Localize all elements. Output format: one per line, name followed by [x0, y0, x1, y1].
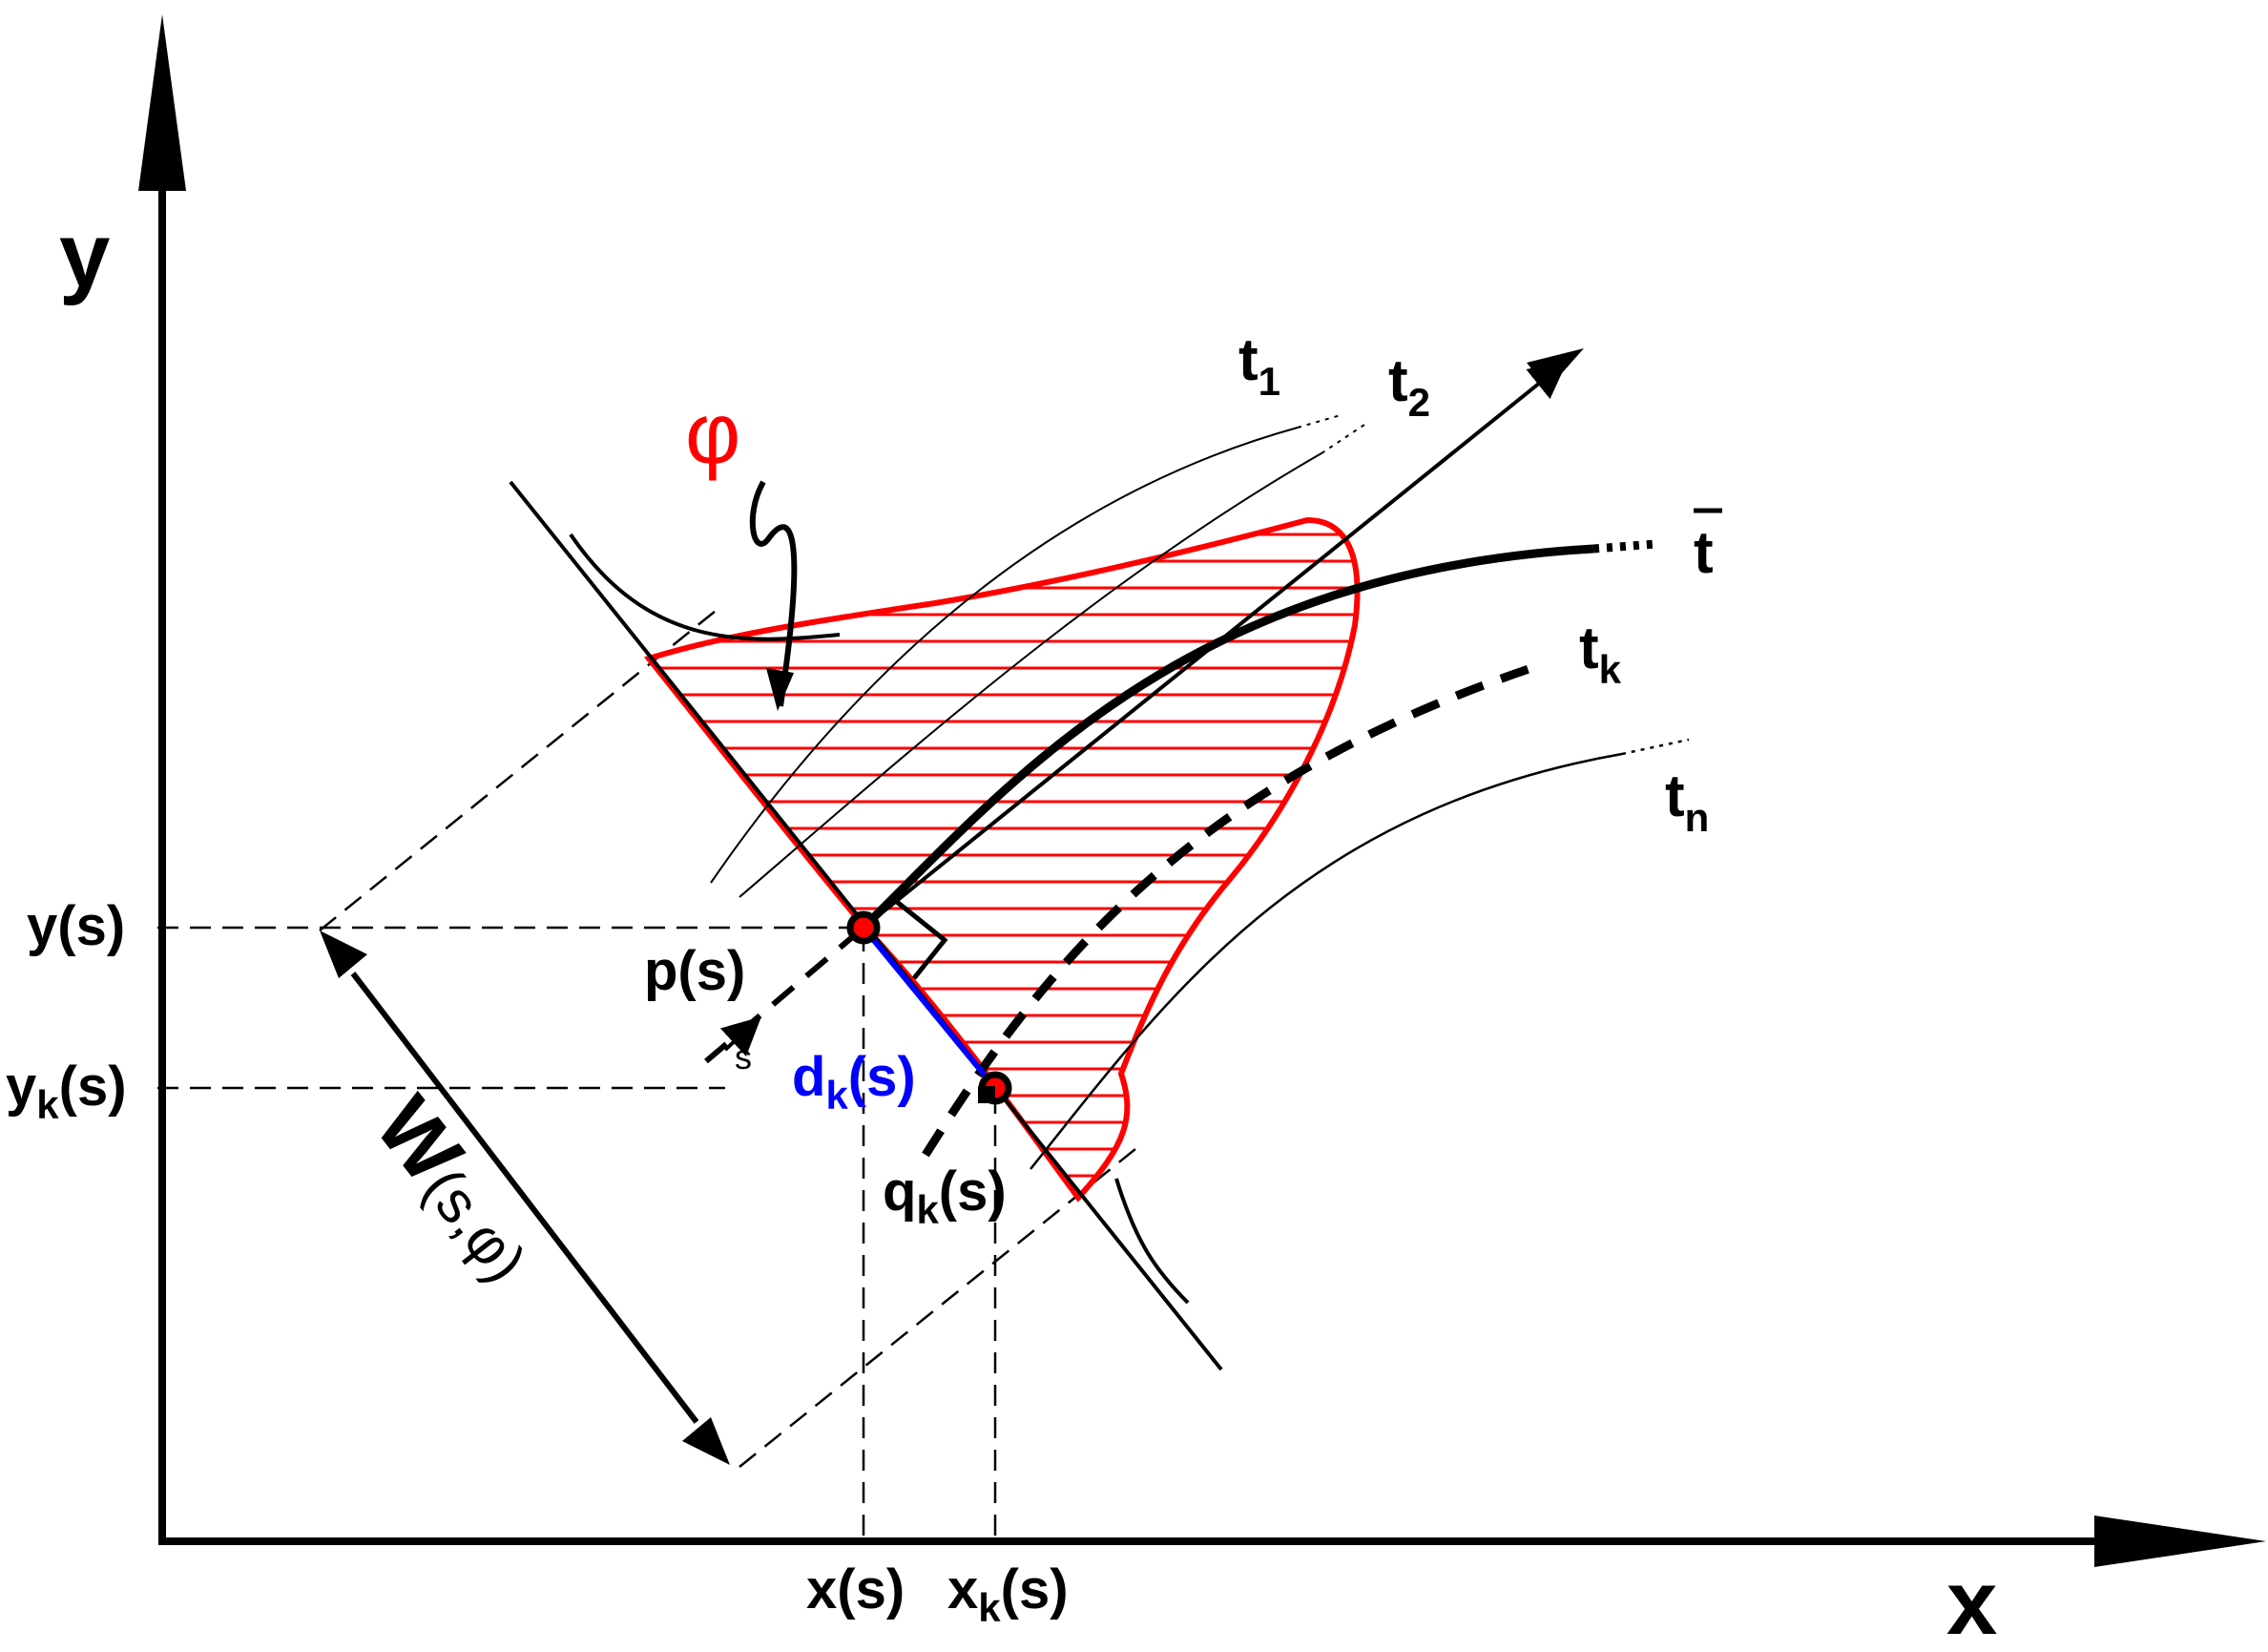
- trajectory-t2: [739, 452, 1322, 898]
- y-axis-arrowhead: [138, 14, 186, 191]
- width-arrowhead-bottom: [682, 1417, 730, 1465]
- label-t2: t2: [1388, 348, 1430, 425]
- trajectory-tbar-tail: [1592, 539, 1656, 554]
- lower-boundary-curve: [1114, 1178, 1190, 1305]
- point-q-marker: [978, 1086, 995, 1103]
- label-tbar-text: t: [1694, 520, 1714, 586]
- label-tk: tk: [1579, 616, 1622, 692]
- trajectory-t2-tail: [1321, 424, 1365, 454]
- label-s: s: [735, 1037, 752, 1077]
- trajectory-tbar: [860, 544, 1594, 931]
- tangent-arrowhead: [1527, 348, 1584, 389]
- trajectory-tn-tail: [1621, 738, 1690, 756]
- tangent-line: [862, 360, 1569, 930]
- y-axis-label: y: [59, 204, 110, 306]
- trajectory-tk: [922, 659, 1548, 1158]
- trajectory-t1-tail: [1297, 414, 1342, 429]
- trajectory-tn: [1030, 752, 1623, 1170]
- tick-xk-s: xk(s): [947, 1558, 1069, 1630]
- phi-label: φ: [685, 387, 740, 482]
- label-tn: tn: [1665, 763, 1709, 840]
- width-double-arrow: [350, 972, 699, 1424]
- trajectory-labels: t1 t2 t tk tn: [1238, 327, 1722, 840]
- tick-labels: y(s) yk(s) x(s) xk(s): [6, 895, 1069, 1630]
- upper-boundary-curve: [569, 533, 841, 641]
- x-axis-arrowhead: [2094, 1516, 2266, 1567]
- window-lower-dashed-line: [739, 1144, 1141, 1468]
- distance-and-points: [846, 910, 1012, 1105]
- label-t1: t1: [1238, 327, 1280, 404]
- label-p-s: p(s): [644, 940, 745, 1002]
- phi-annotation: φ: [685, 387, 798, 711]
- point-p: [846, 910, 881, 945]
- x-axis-label: x: [1946, 1552, 1997, 1652]
- phi-pointer-head: [766, 668, 794, 711]
- axes: y x: [59, 14, 2266, 1652]
- trajectory-tbar-approach: [704, 925, 865, 1064]
- tick-x-s: x(s): [806, 1558, 905, 1621]
- trajectories: [704, 348, 1690, 1170]
- label-dk-s: dk(s): [792, 1046, 916, 1118]
- width-arrowhead-top: [320, 931, 367, 978]
- label-qk-s: qk(s): [883, 1161, 1007, 1232]
- phi-pointer: [749, 480, 798, 707]
- width-indicator: W(s,φ): [320, 931, 730, 1465]
- point-labels: p(s) s dk(s) qk(s): [644, 940, 1007, 1232]
- width-label: W(s,φ): [358, 1079, 557, 1298]
- tick-yk-s: yk(s): [6, 1056, 127, 1127]
- trajectory-t1: [710, 427, 1299, 884]
- s-direction-arrow: [719, 1016, 761, 1057]
- tick-y-s: y(s): [27, 895, 125, 957]
- label-tbar: t: [1694, 508, 1722, 586]
- right-angle-marker: [895, 900, 948, 980]
- distance-line: [861, 926, 998, 1090]
